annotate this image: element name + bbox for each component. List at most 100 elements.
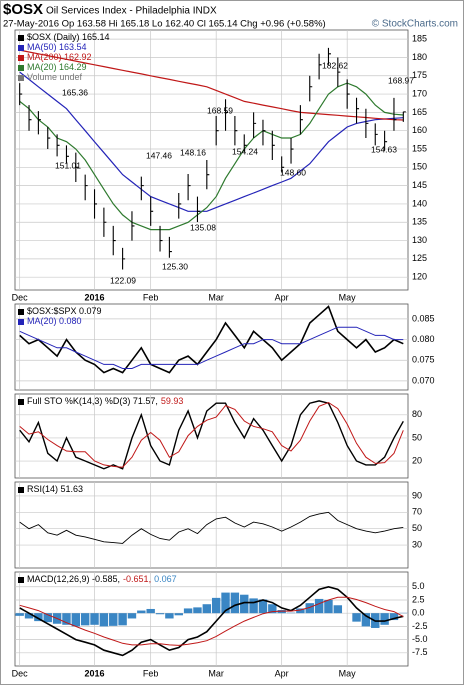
series-line — [19, 71, 404, 212]
x-tick-label: Feb — [143, 292, 159, 302]
legend-text: MA(200) 162.92 — [27, 52, 92, 62]
histogram-bar — [99, 613, 109, 627]
legend-text: MA(20) 0.080 — [27, 316, 82, 326]
histogram-bar — [361, 613, 371, 627]
legend-entry: Full STO %K(14,3) %D(3) 71.57, 59.93 — [27, 396, 183, 406]
x-tick-label: Apr — [275, 668, 289, 678]
symbol: $OSX — [3, 1, 43, 18]
annotation: 148.60 — [280, 167, 306, 177]
plot — [19, 47, 406, 270]
y-tick-label: 180 — [412, 52, 427, 62]
y-tick-label: 90 — [412, 490, 422, 500]
price-bar — [374, 123, 378, 146]
histogram-bar — [165, 613, 174, 619]
histogram-bar — [109, 613, 118, 626]
y-tick-label: 5.0 — [412, 581, 425, 591]
annotation: 148.16 — [180, 147, 206, 157]
y-tick-label: 145 — [412, 180, 427, 190]
index-name: Oil Services Index - Philadelphia INDX — [46, 6, 217, 17]
credit: © StockCharts.com — [372, 19, 458, 30]
legend-text: MA(20) 164.29 — [27, 62, 87, 72]
legend-text: Full STO %K(14,3) %D(3) 71.57, — [27, 396, 158, 406]
price-bar — [234, 116, 238, 146]
x-tick-label: Feb — [143, 668, 159, 678]
annotation: 125.30 — [162, 261, 188, 271]
histogram-bar — [277, 610, 286, 614]
panel-frame — [14, 571, 409, 667]
price-bar — [271, 130, 275, 160]
series-line — [19, 305, 404, 374]
histogram-bar — [24, 613, 34, 619]
series-line — [19, 326, 404, 369]
plot — [19, 511, 404, 544]
y-tick-label: 160 — [412, 125, 427, 135]
x-tick-label: Dec — [12, 292, 29, 302]
histogram-bar — [352, 613, 361, 622]
histogram-bar — [146, 608, 155, 614]
histogram-bar — [230, 592, 240, 614]
x-tick-label: Mar — [208, 292, 224, 302]
y-tick-label: 150 — [412, 162, 427, 172]
annotation: 154.24 — [232, 146, 258, 156]
price-bar — [47, 127, 51, 150]
legend-entry: MA(20) 0.080 — [27, 316, 82, 326]
y-tick-label: 0.075 — [412, 355, 435, 365]
price-bar — [168, 236, 172, 258]
legend-text: 0.067 — [154, 574, 177, 584]
price-bar — [93, 189, 98, 219]
histogram-bar — [249, 598, 258, 614]
price-bar — [253, 112, 257, 139]
y-tick-label: 2.5 — [412, 594, 425, 604]
histogram-bar — [258, 599, 268, 614]
panel-frame — [14, 393, 409, 479]
y-tick-label: 0.080 — [412, 334, 435, 344]
quote: 27-May-2016 Op 163.58 Hi 165.18 Lo 162.4… — [3, 19, 326, 30]
legend-swatch — [18, 45, 24, 51]
series-line — [19, 400, 404, 470]
annotation: 168.97 — [388, 75, 414, 85]
price-bar — [318, 53, 322, 80]
legend-swatch — [18, 65, 24, 71]
histogram-bar — [80, 613, 90, 626]
annotation: 122.09 — [110, 275, 136, 285]
price-bar — [122, 247, 126, 270]
histogram-bar — [305, 603, 314, 614]
legend-text: $OSX:$SPX 0.079 — [27, 306, 102, 316]
price-bar — [75, 152, 79, 182]
price-bar — [19, 83, 23, 106]
annotation: 182.62 — [322, 60, 348, 70]
series-line — [19, 49, 404, 121]
legend-entry: $OSX:$SPX 0.079 — [27, 306, 102, 316]
histogram-bar — [90, 613, 99, 625]
y-tick-label: 80 — [412, 409, 422, 419]
legend-swatch — [18, 309, 24, 315]
x-tick-label: May — [339, 668, 357, 678]
price-bar — [243, 134, 247, 152]
price-bar — [365, 108, 369, 139]
panel-frame — [14, 303, 409, 391]
y-tick-label: 0.085 — [412, 313, 435, 323]
histogram-bar — [43, 613, 52, 623]
price-bar — [262, 119, 266, 146]
price-bar — [112, 225, 116, 256]
legend-swatch — [18, 319, 24, 325]
legend-swatch — [18, 577, 24, 583]
histogram-bar — [202, 604, 212, 614]
price-bar — [384, 130, 388, 151]
legend-text: MACD(12,26,9) -0.585, — [27, 574, 120, 584]
x-tick-label: 2016 — [85, 292, 105, 302]
legend-text: -0.651, — [123, 574, 151, 584]
legend-swatch — [18, 35, 24, 41]
y-tick-label: 125 — [412, 253, 427, 263]
y-tick-label: -7.5 — [412, 647, 428, 657]
y-tick-label: 120 — [412, 272, 427, 282]
histogram-bar — [183, 608, 193, 614]
histogram-bar — [240, 594, 249, 614]
legend-swatch — [18, 487, 24, 493]
price-bar — [290, 138, 294, 164]
histogram-bar — [389, 613, 399, 621]
y-tick-label: 155 — [412, 143, 427, 153]
y-tick-label: -5.0 — [412, 634, 428, 644]
series-line — [19, 511, 404, 544]
price-bar — [402, 111, 406, 122]
